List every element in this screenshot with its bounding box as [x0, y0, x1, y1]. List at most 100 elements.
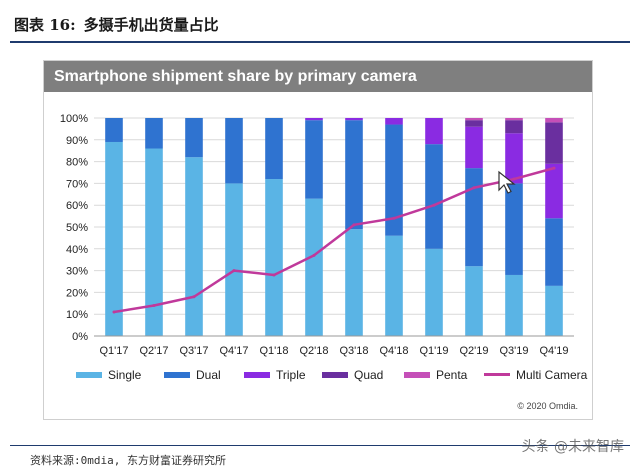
legend-swatch: [404, 371, 430, 378]
bar-segment-dual: [425, 144, 443, 249]
x-tick-label: Q1'17: [99, 345, 128, 357]
y-tick-label: 50%: [66, 222, 88, 234]
bar-segment-dual: [185, 118, 203, 158]
bar-segment-single: [145, 148, 163, 336]
multi-camera-point: [472, 186, 476, 190]
x-tick-label: Q2'19: [459, 345, 488, 357]
bar-segment-triple: [385, 118, 403, 125]
legend-label: Multi Camera: [516, 368, 588, 382]
legend-swatch: [484, 373, 510, 377]
bar-segment-single: [305, 198, 323, 336]
bar-segment-penta: [545, 118, 563, 123]
y-tick-label: 100%: [60, 113, 88, 125]
bar-segment-single: [105, 141, 123, 336]
multi-camera-point: [392, 216, 396, 220]
bar-segment-single: [505, 274, 523, 336]
stacked-bar-chart: 0% 10% 20% 30% 40% 50% 60% 70% 80% 90% 100% Q1'17 Q2…: [60, 113, 574, 357]
multi-camera-point: [112, 310, 116, 314]
legend-swatch: [164, 371, 190, 378]
bar-segment-quad: [465, 120, 483, 127]
multi-camera-point: [432, 203, 436, 207]
bar-segment-dual: [305, 120, 323, 199]
figure-label: 图表 16:: [14, 16, 76, 34]
multi-camera-point: [192, 295, 196, 299]
y-tick-label: 90%: [66, 135, 88, 147]
multi-camera-point: [512, 177, 516, 181]
y-tick-label: 70%: [66, 178, 88, 190]
y-tick-label: 80%: [66, 157, 88, 169]
bar-segment-single: [185, 157, 203, 336]
bar-segment-single: [425, 248, 443, 336]
x-tick-label: Q3'18: [339, 345, 368, 357]
bar-segment-triple: [545, 163, 563, 219]
header-rule: [10, 41, 630, 43]
x-tick-label: Q1'18: [259, 345, 288, 357]
mouse-pointer-icon: [498, 170, 516, 194]
bar-segment-dual: [145, 118, 163, 149]
legend-item-multi-camera: Multi Camera: [484, 367, 587, 383]
figure-header: 图表 16: 多摄手机出货量占比: [14, 14, 227, 35]
bar-segment-dual: [345, 120, 363, 230]
bar-segment-penta: [465, 118, 483, 121]
bar-segment-dual: [545, 218, 563, 286]
bar-segment-single: [545, 285, 563, 336]
bar-segment-triple: [505, 133, 523, 184]
watermark: 头条 @未来智库: [521, 439, 624, 455]
bar-segment-dual: [385, 124, 403, 236]
legend-item-dual: Dual: [164, 367, 221, 383]
multi-camera-line: [113, 166, 555, 314]
x-tick-label: Q4'19: [539, 345, 568, 357]
bar-segment-quad: [545, 122, 563, 164]
bar-segment-single: [345, 229, 363, 336]
legend-swatch: [322, 371, 348, 378]
bar-segment-triple: [465, 126, 483, 169]
x-tick-label: Q2'17: [139, 345, 168, 357]
bar-segment-single: [465, 266, 483, 336]
legend-label: Triple: [276, 368, 306, 382]
y-tick-label: 30%: [66, 266, 88, 278]
multi-camera-point: [352, 223, 356, 227]
legend-swatch: [76, 371, 102, 378]
y-tick-label: 10%: [66, 309, 88, 321]
legend-item-penta: Penta: [404, 367, 467, 383]
multi-camera-point: [272, 273, 276, 277]
bar-segment-single: [385, 235, 403, 336]
bar-segment-dual: [265, 118, 283, 180]
y-tick-label: 60%: [66, 200, 88, 212]
bar-segment-dual: [505, 183, 523, 275]
bar-segment-quad: [505, 120, 523, 134]
chart-panel: Smartphone shipment share by primary cam…: [43, 60, 593, 420]
x-tick-label: Q3'17: [179, 345, 208, 357]
legend-label: Quad: [354, 368, 384, 382]
x-tick-label: Q3'19: [499, 345, 528, 357]
bar-segment-triple: [305, 118, 323, 121]
source-note: 资料来源:0mdia, 东方财富证券研究所: [30, 454, 226, 467]
multi-camera-point: [312, 253, 316, 257]
chart-legend: Single Dual Triple Quad Penta Multi Camera: [44, 367, 592, 383]
x-tick-label: Q4'18: [379, 345, 408, 357]
legend-item-triple: Triple: [244, 367, 306, 383]
copyright-note: © 2020 Omdia.: [517, 401, 578, 411]
y-tick-label: 0%: [72, 331, 88, 343]
legend-item-quad: Quad: [322, 367, 383, 383]
y-tick-label: 40%: [66, 244, 88, 256]
bar-segment-dual: [105, 118, 123, 142]
bar-segment-penta: [505, 118, 523, 121]
legend-item-single: Single: [76, 367, 141, 383]
bar-segment-triple: [425, 118, 443, 145]
multi-camera-point: [152, 303, 156, 307]
x-tick-label: Q4'17: [219, 345, 248, 357]
bar-segment-dual: [225, 118, 243, 184]
legend-label: Single: [108, 368, 142, 382]
x-tick-label: Q2'18: [299, 345, 328, 357]
chart-title: Smartphone shipment share by primary cam…: [44, 61, 592, 92]
bar-segment-single: [225, 183, 243, 336]
bar-segment-dual: [465, 168, 483, 267]
legend-label: Dual: [196, 368, 221, 382]
legend-swatch: [244, 371, 270, 378]
multi-camera-point: [232, 269, 236, 273]
footer-rule: [10, 445, 630, 446]
figure-title: 多摄手机出货量占比: [83, 16, 219, 34]
x-tick-label: Q1'19: [419, 345, 448, 357]
bar-segment-single: [265, 179, 283, 336]
